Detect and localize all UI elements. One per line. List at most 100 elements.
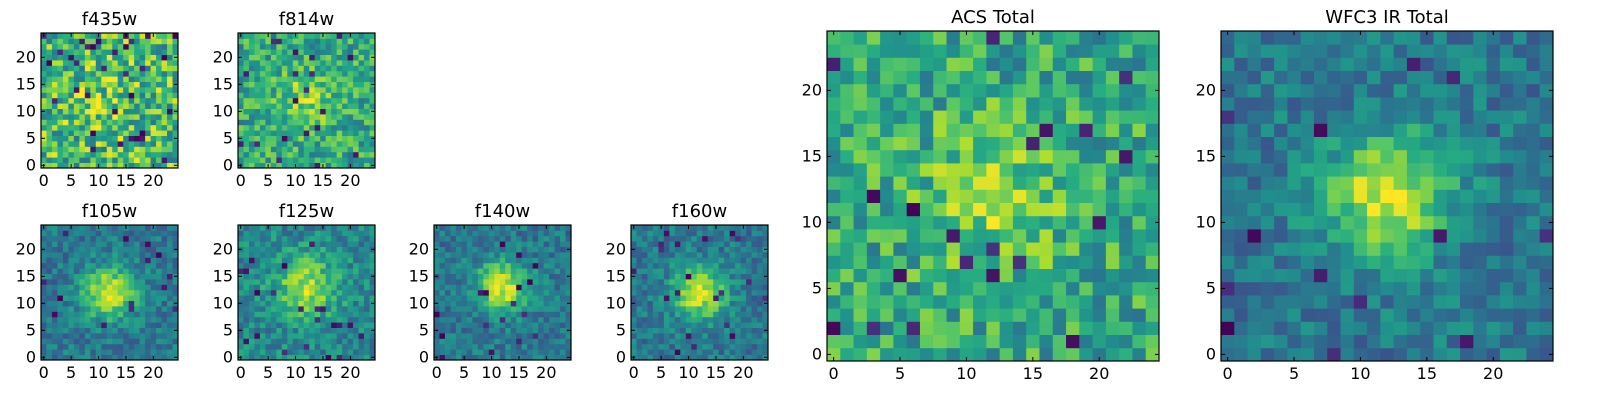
heatmap-cell bbox=[1119, 347, 1133, 362]
heatmap-cell bbox=[248, 49, 255, 55]
heatmap-cell bbox=[1132, 163, 1147, 177]
heatmap-cell bbox=[331, 141, 338, 147]
heatmap-cell bbox=[827, 57, 841, 71]
heatmap-cell bbox=[565, 284, 572, 291]
heatmap-cell bbox=[238, 130, 244, 136]
heatmap-cell bbox=[276, 162, 283, 169]
heatmap-cell bbox=[532, 333, 539, 339]
heatmap-cell bbox=[243, 289, 250, 296]
heatmap-cell bbox=[906, 123, 921, 137]
heatmap-cell bbox=[647, 289, 654, 296]
heatmap-cell bbox=[1433, 242, 1448, 256]
heatmap-cell bbox=[112, 38, 119, 45]
heatmap-cell bbox=[702, 300, 709, 307]
heatmap-cell bbox=[281, 327, 288, 334]
heatmap-cell bbox=[1066, 97, 1080, 111]
heatmap-cell bbox=[101, 81, 108, 88]
heatmap-cell bbox=[139, 146, 146, 153]
heatmap-cell bbox=[450, 349, 457, 355]
heatmap-cell bbox=[893, 229, 908, 243]
heatmap-cell bbox=[46, 157, 53, 163]
heatmap-cell bbox=[499, 225, 506, 231]
heatmap-cell bbox=[243, 124, 250, 131]
heatmap-cell bbox=[1499, 321, 1514, 335]
heatmap-cell bbox=[112, 338, 119, 345]
heatmap-cell bbox=[565, 349, 572, 355]
heatmap-cell bbox=[560, 273, 566, 280]
heatmap-cell bbox=[1066, 347, 1080, 362]
heatmap-cell bbox=[369, 311, 376, 318]
heatmap-cell bbox=[325, 241, 332, 247]
heatmap-cell bbox=[919, 44, 934, 58]
x-tick-label: 20 bbox=[143, 171, 163, 190]
heatmap-cell bbox=[450, 306, 457, 312]
heatmap-cell bbox=[101, 349, 108, 355]
heatmap-cell bbox=[565, 289, 572, 296]
heatmap-cell bbox=[84, 157, 91, 163]
heatmap-cell bbox=[287, 92, 294, 99]
heatmap-cell bbox=[161, 60, 168, 66]
heatmap-cell bbox=[270, 273, 277, 280]
heatmap-cell bbox=[1539, 202, 1554, 217]
heatmap-cell bbox=[309, 151, 316, 158]
heatmap-cell bbox=[358, 252, 365, 258]
heatmap-cell bbox=[702, 289, 709, 296]
heatmap-cell bbox=[691, 252, 698, 258]
heatmap-cell bbox=[880, 268, 894, 283]
heatmap-cell bbox=[933, 202, 947, 217]
heatmap-cell bbox=[270, 92, 277, 99]
heatmap-cell bbox=[254, 306, 261, 312]
heatmap-cell bbox=[336, 33, 343, 39]
heatmap-cell bbox=[702, 235, 709, 242]
heatmap-cell bbox=[999, 57, 1014, 71]
heatmap-cell bbox=[117, 300, 124, 307]
heatmap-cell bbox=[444, 241, 451, 247]
heatmap-cell bbox=[933, 110, 947, 124]
y-tick-label: 15 bbox=[213, 266, 233, 285]
heatmap-cell bbox=[1380, 295, 1395, 309]
heatmap-cell bbox=[959, 70, 974, 85]
heatmap-cell bbox=[455, 343, 462, 350]
heatmap-cell bbox=[139, 327, 146, 334]
heatmap-cell bbox=[51, 92, 58, 99]
heatmap-cell bbox=[172, 60, 179, 66]
heatmap-cell bbox=[281, 322, 288, 328]
heatmap-cell bbox=[167, 289, 173, 296]
heatmap-cell bbox=[1539, 268, 1554, 283]
heatmap-cell bbox=[762, 225, 769, 231]
heatmap-cell bbox=[303, 33, 310, 39]
heatmap-cell bbox=[292, 124, 299, 131]
heatmap-cell bbox=[652, 343, 659, 350]
heatmap-cell bbox=[369, 295, 376, 301]
heatmap-cell bbox=[532, 246, 539, 253]
heatmap-cell bbox=[128, 141, 135, 147]
heatmap-cell bbox=[510, 273, 517, 280]
heatmap-cell bbox=[265, 257, 272, 264]
heatmap-cell bbox=[73, 33, 80, 39]
heatmap-cell bbox=[243, 306, 250, 312]
panel-title: ACS Total bbox=[951, 7, 1035, 28]
heatmap-cell bbox=[161, 65, 168, 72]
heatmap-cell bbox=[647, 279, 654, 285]
heatmap-cell bbox=[314, 289, 321, 296]
heatmap-cell bbox=[477, 333, 484, 339]
heatmap-cell bbox=[735, 230, 741, 237]
heatmap-cell bbox=[156, 262, 162, 269]
heatmap-cell bbox=[353, 33, 359, 39]
heatmap-cell bbox=[51, 43, 58, 50]
heatmap-cell bbox=[270, 49, 277, 55]
heatmap-cell bbox=[73, 284, 80, 291]
heatmap-cell bbox=[292, 43, 299, 50]
heatmap-cell bbox=[303, 87, 310, 93]
heatmap-cell bbox=[510, 279, 517, 285]
heatmap-cell bbox=[499, 349, 506, 355]
heatmap-cell bbox=[521, 246, 528, 253]
heatmap-cell bbox=[46, 60, 53, 66]
heatmap-cell bbox=[1393, 281, 1408, 296]
heatmap-cell bbox=[946, 229, 961, 243]
heatmap-cell bbox=[145, 241, 151, 247]
heatmap-cell bbox=[1513, 255, 1527, 269]
heatmap-cell bbox=[309, 306, 316, 312]
heatmap-cell bbox=[1105, 334, 1120, 349]
heatmap-cell bbox=[248, 135, 255, 142]
